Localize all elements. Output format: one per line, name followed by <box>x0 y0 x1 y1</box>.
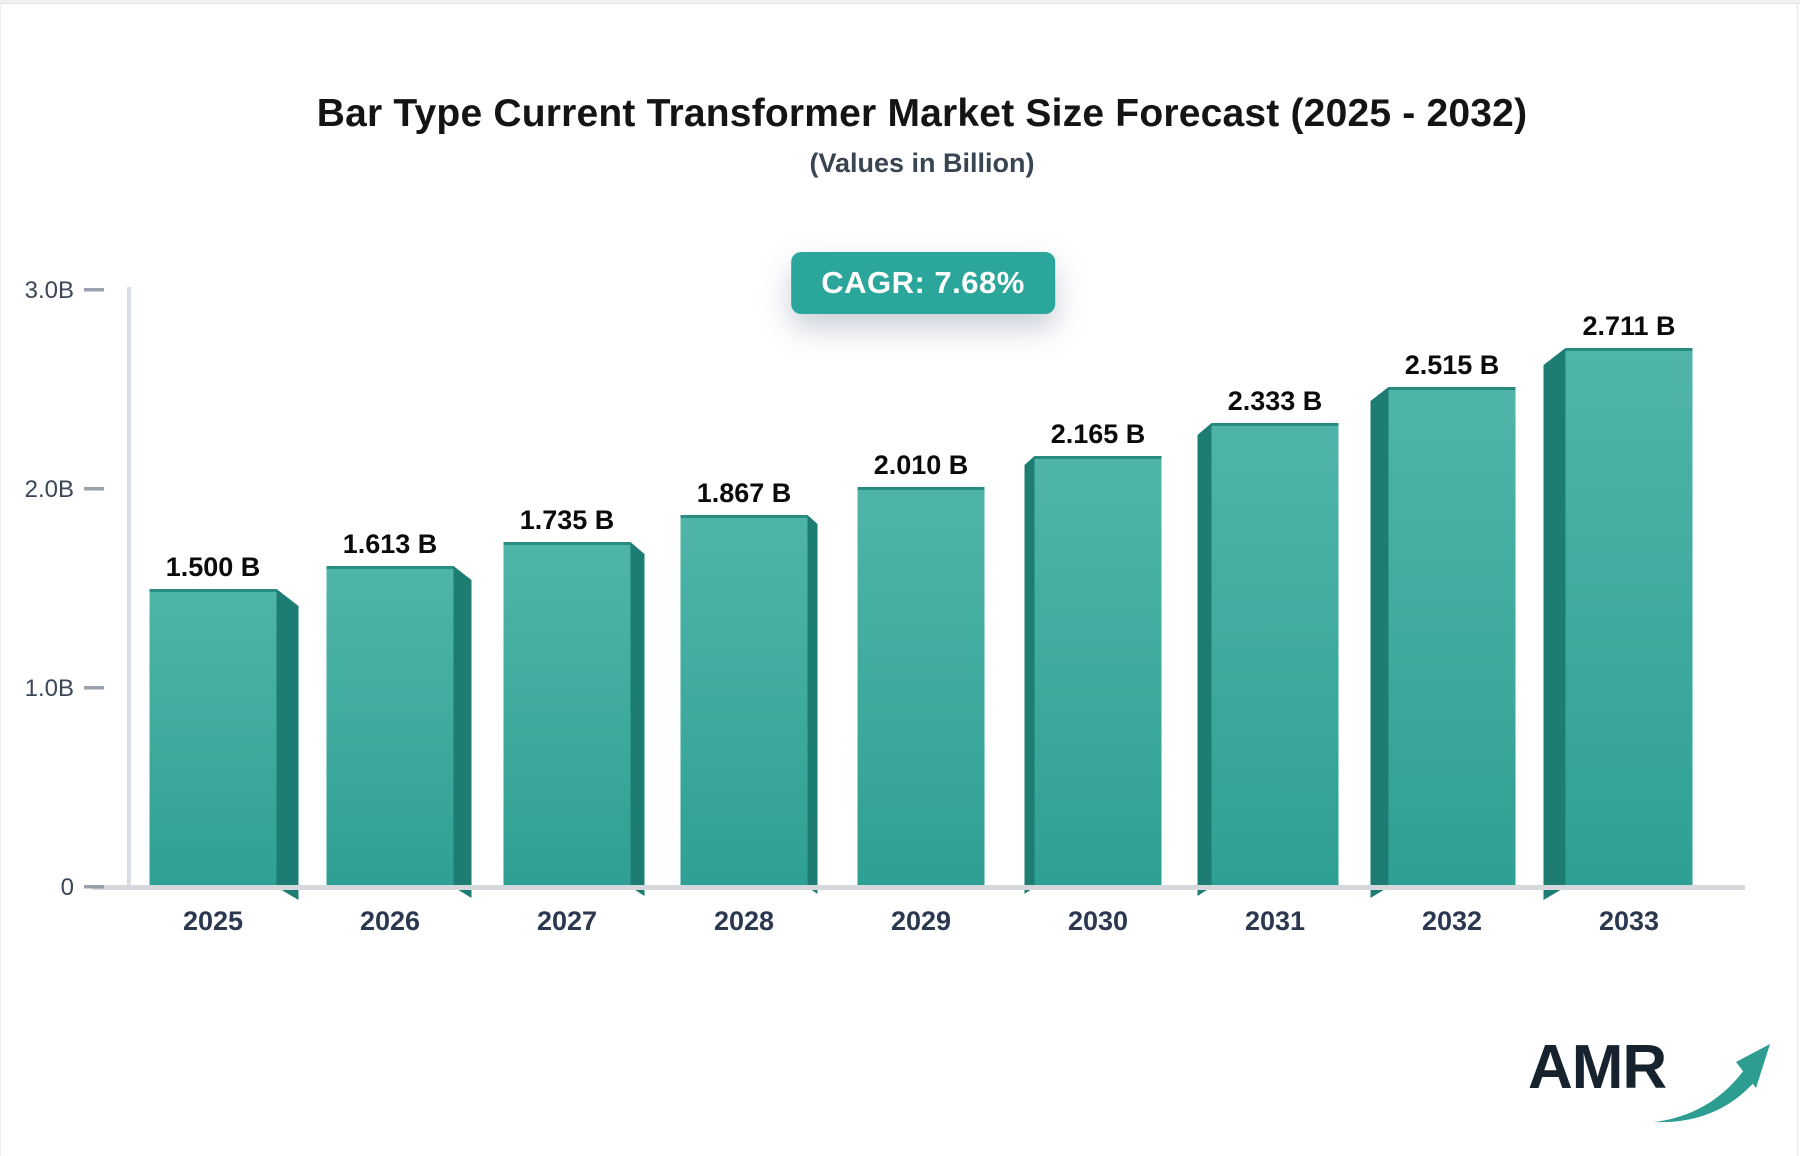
bar-top-edge-2032 <box>1388 387 1516 390</box>
value-label-2032: 2.515 B <box>1405 350 1500 380</box>
bar-top-edge-2025 <box>149 589 277 592</box>
card-left-border <box>0 3 1 1156</box>
y-axis-line <box>127 287 131 890</box>
bar-side-2028 <box>807 515 818 894</box>
y-tick-dash-3.0B <box>84 288 104 292</box>
growth-arrow-icon <box>1654 1044 1770 1123</box>
bar-top-edge-2033 <box>1565 348 1693 351</box>
card-top-border <box>0 0 1800 4</box>
bar-side-2027 <box>630 542 645 896</box>
value-label-2033: 2.711 B <box>1582 311 1675 341</box>
value-label-2025: 1.500 B <box>166 552 261 582</box>
bar-top-edge-2027 <box>503 542 631 545</box>
bar-side-2031 <box>1197 423 1212 896</box>
x-axis-line <box>92 885 1745 890</box>
bar-side-2033 <box>1543 348 1566 900</box>
bar-2025 <box>149 589 277 887</box>
value-label-2030: 2.165 B <box>1051 419 1146 449</box>
y-tick-label-2.0B: 2.0B <box>25 476 74 503</box>
card-right-border <box>1797 3 1798 1156</box>
bar-side-2032 <box>1370 387 1389 898</box>
bar-2030 <box>1034 456 1162 887</box>
year-label-2031: 2031 <box>1245 906 1305 936</box>
amr-logo: AMR <box>1522 1026 1770 1130</box>
bar-2029 <box>857 487 985 887</box>
bar-top-edge-2026 <box>326 566 454 569</box>
year-label-2033: 2033 <box>1599 906 1659 936</box>
bar-top-edge-2030 <box>1034 456 1162 459</box>
year-label-2025: 2025 <box>183 906 243 936</box>
year-label-2026: 2026 <box>360 906 420 936</box>
value-label-2031: 2.333 B <box>1228 386 1323 416</box>
bar-side-2030 <box>1024 456 1035 894</box>
year-label-2029: 2029 <box>891 906 951 936</box>
bar-side-2026 <box>453 566 472 898</box>
value-label-2026: 1.613 B <box>343 529 438 559</box>
year-label-2030: 2030 <box>1068 906 1128 936</box>
bar-2027 <box>503 542 631 887</box>
bar-top-edge-2029 <box>857 487 985 490</box>
chart-header: Bar Type Current Transformer Market Size… <box>22 92 1800 179</box>
value-label-2027: 1.735 B <box>520 505 615 535</box>
year-label-2032: 2032 <box>1422 906 1482 936</box>
chart-title: Bar Type Current Transformer Market Size… <box>316 92 1528 135</box>
year-label-2027: 2027 <box>537 906 597 936</box>
bar-2032 <box>1388 387 1516 887</box>
value-label-2029: 2.010 B <box>874 450 969 480</box>
y-tick-dash-1.0B <box>84 686 104 690</box>
bar-top-edge-2028 <box>680 515 808 518</box>
chart-subtitle: (Values in Billion) <box>809 148 1035 178</box>
year-label-2028: 2028 <box>714 906 774 936</box>
bar-2026 <box>326 566 454 887</box>
bar-side-2025 <box>276 589 299 900</box>
value-label-2028: 1.867 B <box>697 478 792 508</box>
y-tick-label-1.0B: 1.0B <box>25 675 74 702</box>
y-tick-label-3.0B: 3.0B <box>25 277 74 304</box>
y-tick-label-0: 0 <box>61 874 74 901</box>
bar-top-edge-2031 <box>1211 423 1339 426</box>
amr-logo-text: AMR <box>1528 1033 1667 1102</box>
bar-2028 <box>680 515 808 887</box>
y-tick-dash-2.0B <box>84 487 104 491</box>
cagr-badge: CAGR: 7.68% <box>791 252 1055 314</box>
bar-2033 <box>1565 348 1693 887</box>
bar-2031 <box>1211 423 1339 887</box>
y-tick-dash-0 <box>84 885 104 889</box>
